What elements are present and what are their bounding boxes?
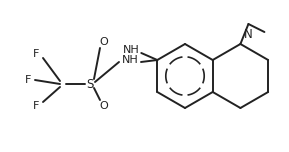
Text: NH: NH: [123, 45, 140, 55]
Text: O: O: [100, 37, 108, 47]
Text: F: F: [33, 49, 39, 59]
Text: F: F: [33, 101, 39, 111]
Text: O: O: [100, 101, 108, 111]
Text: S: S: [86, 78, 94, 90]
Text: N: N: [243, 28, 252, 41]
Text: NH: NH: [122, 55, 138, 65]
Text: F: F: [25, 75, 31, 85]
